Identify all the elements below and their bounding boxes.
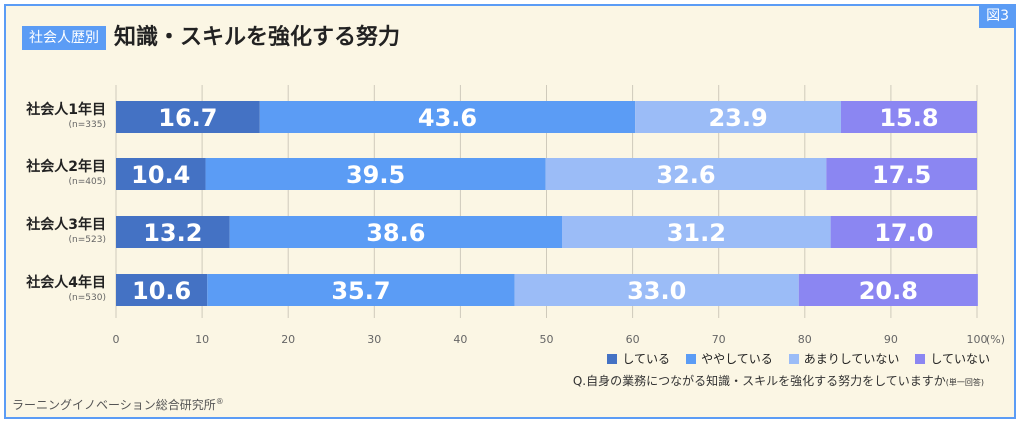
bar-segment (830, 216, 977, 248)
x-tick-label: 100 (967, 333, 988, 346)
bar-segment (205, 158, 546, 190)
survey-question: Q.自身の業務につながる知識・スキルを強化する努力をしていますか(単一回答) (573, 373, 984, 391)
data-label: 32.6 (656, 161, 715, 189)
source-text: ラーニングイノベーション総合研究所 (12, 398, 216, 412)
bar-segment (514, 274, 799, 306)
row-label-1: 社会人1年目 (n=335) (0, 101, 106, 131)
x-tick-unit: (%) (986, 333, 1005, 346)
data-label: 17.5 (872, 161, 931, 189)
bar-segment (635, 101, 841, 133)
row-label-4: 社会人4年目 (n=530) (0, 274, 106, 304)
x-tick-label: 0 (113, 333, 120, 346)
legend-label: していない (930, 352, 990, 366)
data-label: 10.6 (132, 277, 191, 305)
legend-item: あまりしていない (788, 351, 900, 367)
data-label: 38.6 (366, 219, 425, 247)
figure-number-tag: 図3 (979, 4, 1016, 28)
x-tick-label: 30 (367, 333, 381, 346)
bar-segment (207, 274, 515, 306)
bar-segment (826, 158, 977, 190)
title-badge: 社会人歴別 (22, 26, 106, 50)
legend-label: あまりしていない (803, 352, 900, 366)
figure-frame: 図3 (4, 4, 1016, 419)
x-tick-label: 90 (884, 333, 898, 346)
row-label-name: 社会人4年目 (26, 275, 106, 291)
legend-swatch (915, 354, 926, 364)
legend-label: ややしている (701, 352, 773, 366)
data-label: 23.9 (708, 104, 767, 132)
x-tick-label: 10 (195, 333, 209, 346)
bar-segment (116, 216, 230, 248)
row-label-n: (n=523) (68, 235, 106, 245)
bar-segment (116, 274, 208, 306)
data-label: 16.7 (158, 104, 217, 132)
bar-segment (116, 101, 260, 133)
data-label: 17.0 (874, 219, 933, 247)
row-label-name: 社会人1年目 (26, 102, 106, 118)
data-label: 15.8 (879, 104, 938, 132)
bar-segment (840, 101, 977, 133)
question-note: (単一回答) (945, 378, 984, 387)
source-credit: ラーニングイノベーション総合研究所® (12, 394, 224, 413)
chart-title: 知識・スキルを強化する努力 (114, 25, 401, 50)
legend: している ややしている あまりしていない していない (607, 351, 990, 367)
x-tick-label: 60 (626, 333, 640, 346)
legend-swatch (788, 354, 799, 364)
row-label-n: (n=335) (68, 120, 106, 130)
x-tick-label: 20 (281, 333, 295, 346)
bar-segment (229, 216, 562, 248)
row-label-name: 社会人3年目 (26, 217, 106, 233)
data-label: 43.6 (418, 104, 477, 132)
bar-segment (545, 158, 827, 190)
data-label: 35.7 (331, 277, 390, 305)
bar-segment (116, 158, 206, 190)
data-label: 20.8 (859, 277, 918, 305)
x-tick-label: 40 (453, 333, 467, 346)
legend-item: している (607, 351, 670, 367)
question-text: Q.自身の業務につながる知識・スキルを強化する努力をしていますか (572, 374, 946, 388)
registered-mark: ® (215, 397, 224, 406)
data-label: 33.0 (627, 277, 686, 305)
x-tick-label: 80 (798, 333, 812, 346)
legend-item: していない (915, 351, 990, 367)
legend-label: している (622, 352, 671, 366)
row-label-n: (n=405) (68, 177, 106, 187)
bar-segment (798, 274, 978, 306)
x-tick-label: 50 (540, 333, 554, 346)
row-label-n: (n=530) (68, 293, 106, 303)
legend-item: ややしている (686, 351, 773, 367)
data-label: 13.2 (143, 219, 202, 247)
data-label: 31.2 (667, 219, 726, 247)
legend-swatch (686, 354, 697, 364)
x-tick-label: 70 (712, 333, 726, 346)
bar-segment (259, 101, 636, 133)
legend-swatch (607, 354, 618, 364)
data-label: 39.5 (346, 161, 405, 189)
row-label-2: 社会人2年目 (n=405) (0, 158, 106, 188)
row-label-name: 社会人2年目 (26, 159, 106, 175)
data-label: 10.4 (131, 161, 190, 189)
row-label-3: 社会人3年目 (n=523) (0, 216, 106, 246)
bar-segment (561, 216, 831, 248)
